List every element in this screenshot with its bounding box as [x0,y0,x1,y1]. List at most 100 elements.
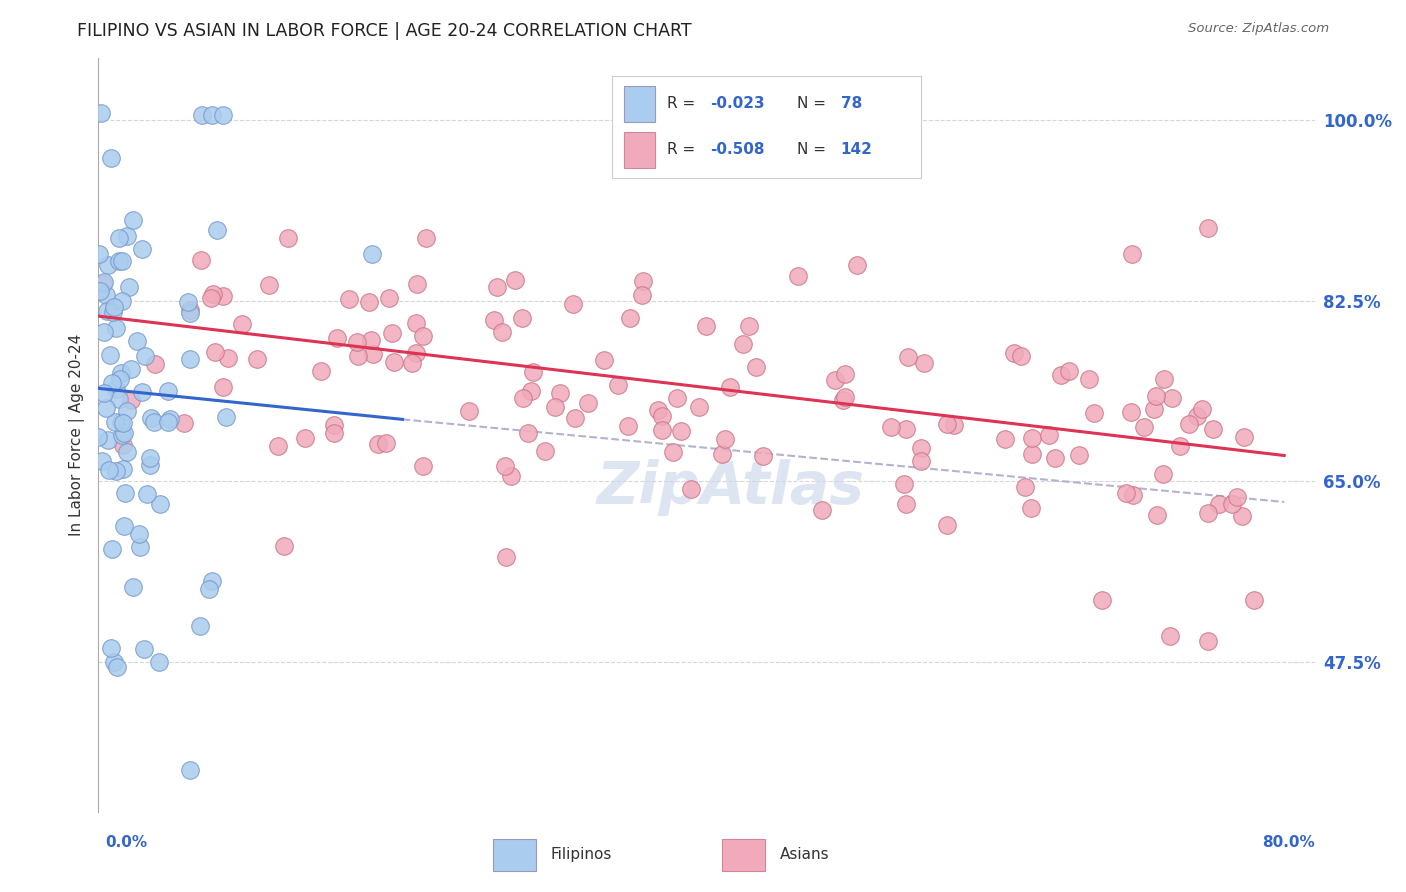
Text: 80.0%: 80.0% [1261,836,1315,850]
Point [834,367,856,381]
Point [201,574,224,589]
Point [179,351,201,366]
Point [412,329,434,343]
Point [405,346,427,360]
Point [129,540,152,554]
Point [309,364,332,378]
Point [415,231,437,245]
Point [105,321,128,335]
Point [211,380,233,394]
Point [647,403,669,417]
Point [633,274,655,288]
Point [231,317,253,331]
Point [499,468,522,483]
Point [619,310,641,325]
Point [1178,417,1201,431]
Point [131,242,153,256]
Point [1202,422,1225,436]
Point [104,464,127,478]
Point [512,311,534,326]
Text: 78: 78 [841,96,862,111]
Point [679,482,702,496]
Point [122,580,145,594]
Point [197,582,219,596]
Point [98,347,121,361]
Point [894,422,917,436]
Point [1057,364,1080,378]
Point [89,247,111,261]
Point [107,231,129,245]
Point [159,412,181,426]
Point [912,356,935,370]
Point [651,423,673,437]
Point [897,350,920,364]
Point [97,463,120,477]
Point [112,425,135,440]
Point [179,302,201,317]
Point [157,415,180,429]
Point [103,655,125,669]
Point [994,433,1017,447]
Point [1243,593,1265,607]
Point [378,291,401,305]
Point [522,365,544,379]
Point [718,380,741,394]
Point [1230,508,1253,523]
Point [89,285,111,299]
Point [1010,349,1032,363]
Point [131,384,153,399]
Point [103,300,125,314]
Point [1197,221,1219,235]
Point [105,382,128,396]
Point [1185,409,1208,423]
Text: R =: R = [668,96,700,111]
Point [1133,419,1156,434]
Point [179,764,201,778]
FancyBboxPatch shape [723,839,765,871]
Text: ZipAtlas: ZipAtlas [596,459,865,516]
Point [120,393,142,408]
Point [412,458,434,473]
Point [267,439,290,453]
Point [893,476,915,491]
Point [96,304,118,318]
Point [738,318,761,333]
Point [110,366,132,380]
Point [361,247,384,261]
Point [212,108,235,122]
Point [149,497,172,511]
Point [97,433,120,447]
Point [786,269,808,284]
Point [1014,480,1036,494]
Point [1019,501,1042,516]
Point [326,331,349,345]
Point [90,106,112,120]
Point [1144,389,1167,403]
Point [519,384,541,399]
Point [294,431,316,445]
Point [1197,506,1219,520]
Text: Asians: Asians [779,847,830,862]
Point [846,258,869,272]
Point [100,640,122,655]
Point [1067,449,1090,463]
Text: 0.0%: 0.0% [105,836,148,850]
Point [93,275,115,289]
Point [943,417,966,432]
Point [200,291,222,305]
Point [139,458,162,472]
Point [592,352,614,367]
Point [177,295,200,310]
Point [361,347,384,361]
Point [688,400,710,414]
Point [1153,372,1175,386]
Point [217,351,239,365]
Point [1121,247,1143,261]
Point [346,335,368,350]
Point [534,444,557,458]
Point [201,108,224,122]
Point [710,447,733,461]
Point [544,400,567,414]
Point [834,390,856,404]
Point [360,333,382,347]
